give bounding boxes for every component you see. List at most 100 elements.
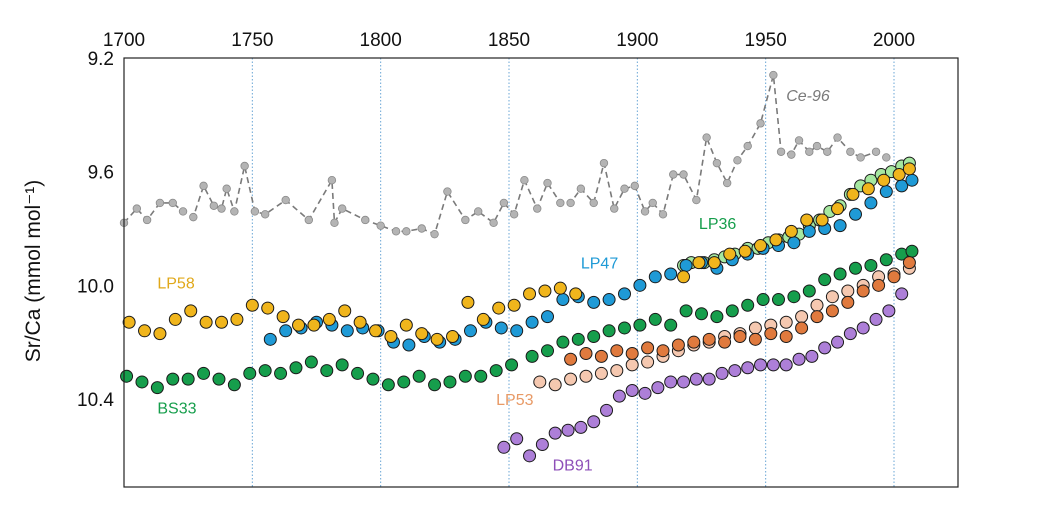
data-point xyxy=(212,372,226,386)
data-point xyxy=(779,315,793,329)
data-point xyxy=(181,372,195,386)
data-point xyxy=(230,312,244,326)
data-point xyxy=(818,273,832,287)
data-point xyxy=(135,375,149,389)
data-point xyxy=(417,224,426,233)
data-point xyxy=(905,244,919,258)
data-point xyxy=(902,256,916,270)
data-point xyxy=(520,175,529,185)
data-point xyxy=(871,147,881,156)
grid-lines xyxy=(251,58,895,487)
x-tick-label: 1950 xyxy=(745,30,787,51)
data-point xyxy=(553,281,567,295)
data-point xyxy=(184,304,198,318)
data-point xyxy=(787,236,801,250)
y-tick-label: 9.2 xyxy=(88,49,114,70)
data-point xyxy=(658,210,668,219)
series-label: LP47 xyxy=(581,256,618,273)
data-point xyxy=(535,437,549,451)
data-point xyxy=(728,364,742,378)
data-point xyxy=(335,358,349,372)
data-point xyxy=(640,207,650,216)
data-point xyxy=(569,287,583,301)
data-point xyxy=(702,372,716,386)
data-point xyxy=(492,301,506,315)
data-point xyxy=(166,372,180,386)
data-point xyxy=(864,258,878,272)
data-point xyxy=(656,344,670,358)
data-point xyxy=(289,361,303,375)
data-point xyxy=(756,293,770,307)
data-point xyxy=(292,318,306,332)
data-point xyxy=(561,423,575,437)
data-point xyxy=(402,227,411,236)
data-point xyxy=(795,310,809,324)
data-point xyxy=(825,290,839,304)
data-point xyxy=(702,332,716,346)
data-point xyxy=(651,381,665,395)
data-point xyxy=(833,133,842,142)
data-point xyxy=(258,364,272,378)
data-point xyxy=(677,375,691,389)
data-point xyxy=(464,324,477,338)
data-point xyxy=(718,335,732,349)
data-point xyxy=(489,364,503,378)
data-point xyxy=(677,270,691,284)
data-point xyxy=(841,284,855,298)
data-point xyxy=(122,315,136,329)
data-point xyxy=(633,278,647,292)
data-point xyxy=(571,332,585,346)
data-point xyxy=(337,204,347,213)
data-point xyxy=(281,195,290,205)
data-point xyxy=(587,329,601,343)
data-point xyxy=(612,389,626,403)
data-point xyxy=(430,332,444,346)
data-point xyxy=(769,233,783,247)
data-point xyxy=(168,312,182,326)
data-point xyxy=(625,383,639,397)
data-point xyxy=(199,181,208,191)
data-point xyxy=(779,358,793,372)
series-label: LP58 xyxy=(157,275,194,292)
data-point xyxy=(594,366,608,380)
data-point xyxy=(497,440,511,454)
data-point xyxy=(320,364,334,378)
series-label: Ce-96 xyxy=(786,88,830,105)
data-point xyxy=(330,218,339,228)
data-point xyxy=(869,312,883,326)
data-point xyxy=(648,270,662,284)
data-point xyxy=(722,178,732,188)
data-point xyxy=(671,338,685,352)
data-point xyxy=(402,338,416,352)
data-point xyxy=(155,198,165,208)
data-point xyxy=(872,278,886,292)
data-point xyxy=(199,315,213,329)
data-point xyxy=(610,204,619,213)
data-point xyxy=(715,366,729,380)
data-point xyxy=(849,207,862,221)
y-tick-label: 9.6 xyxy=(88,163,114,184)
data-point xyxy=(376,221,385,230)
series-label: DB91 xyxy=(553,457,593,474)
data-point xyxy=(579,369,593,383)
data-point xyxy=(812,141,822,151)
data-point xyxy=(138,324,152,338)
x-tick-label: 1800 xyxy=(360,30,402,51)
data-point xyxy=(153,327,167,341)
data-point xyxy=(489,218,498,228)
data-point xyxy=(150,381,164,395)
series-label: BS33 xyxy=(157,401,196,418)
data-point xyxy=(602,293,616,307)
data-point xyxy=(733,156,742,165)
data-point xyxy=(227,378,241,392)
data-point xyxy=(260,210,270,219)
data-point xyxy=(261,301,275,315)
data-point xyxy=(274,366,288,380)
data-point xyxy=(556,293,570,307)
data-point xyxy=(664,267,678,281)
data-point xyxy=(574,420,588,434)
data-point xyxy=(756,119,765,128)
x-tick-label: 1900 xyxy=(616,30,658,51)
data-point xyxy=(610,344,624,358)
data-point xyxy=(446,329,460,343)
